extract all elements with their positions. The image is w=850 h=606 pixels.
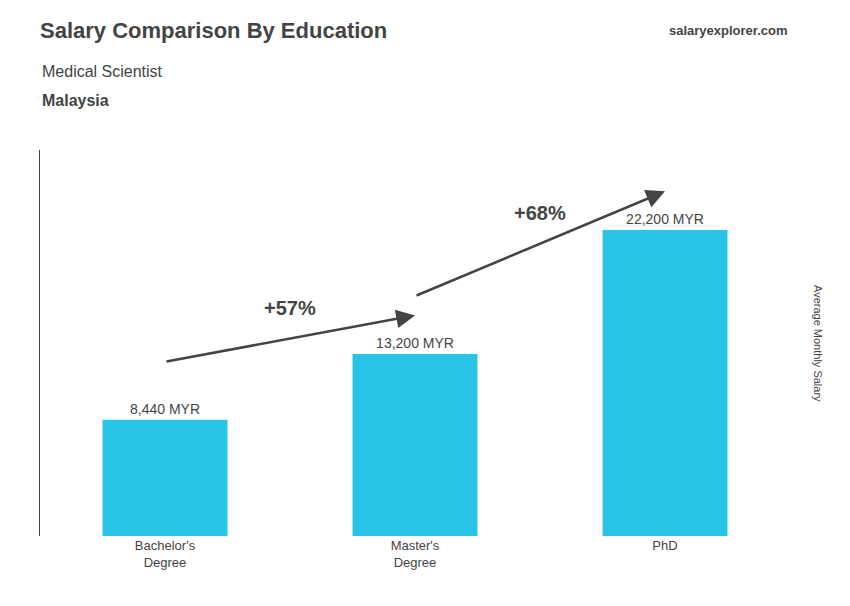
svg-text:+68%: +68% (514, 202, 566, 224)
svg-text:Average Monthly Salary: Average Monthly Salary (812, 285, 824, 402)
svg-text:Salary Comparison By Education: Salary Comparison By Education (40, 18, 387, 43)
svg-text:13,200 MYR: 13,200 MYR (376, 335, 454, 351)
svg-text:Malaysia: Malaysia (42, 92, 109, 109)
svg-text:22,200 MYR: 22,200 MYR (626, 211, 704, 227)
svg-text:Master'sDegree: Master'sDegree (391, 538, 440, 570)
svg-text:Medical Scientist: Medical Scientist (42, 63, 163, 80)
svg-text:Bachelor'sDegree: Bachelor'sDegree (135, 538, 196, 570)
svg-text:+57%: +57% (264, 297, 316, 319)
svg-text:PhD: PhD (652, 538, 677, 553)
svg-text:8,440 MYR: 8,440 MYR (130, 401, 200, 417)
svg-text:salaryexplorer.com: salaryexplorer.com (669, 23, 788, 38)
